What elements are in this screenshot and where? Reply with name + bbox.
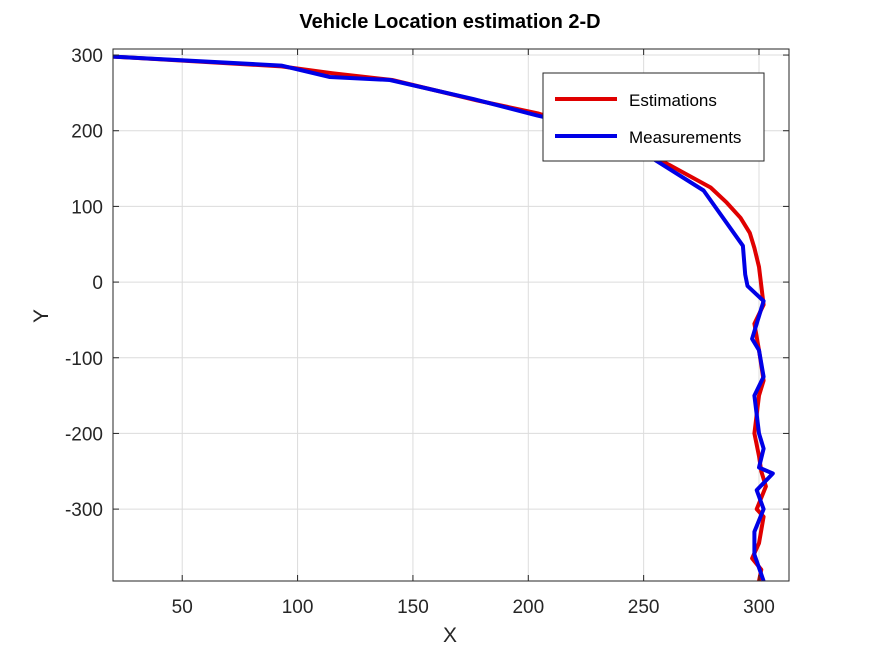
- y-tick-label: 0: [92, 273, 103, 294]
- y-tick-label: 200: [71, 122, 103, 143]
- y-tick-label: -300: [65, 500, 103, 521]
- y-tick-label: 100: [71, 197, 103, 218]
- x-tick-label: 250: [628, 597, 660, 618]
- legend-box: [542, 72, 765, 162]
- y-tick-label: 300: [71, 46, 103, 67]
- x-axis-label: X: [443, 624, 457, 647]
- axis-ticks: 50 100 150 200 250 300 300 200 100 0 -100 -200 -300: [65, 46, 789, 618]
- chart-title: Vehicle Location estimation 2-D: [299, 11, 600, 33]
- x-tick-label: 150: [397, 597, 429, 618]
- x-tick-label: 100: [282, 597, 314, 618]
- series-lines: [112, 54, 775, 582]
- y-axis-label: Y: [30, 309, 53, 323]
- legend-label-measurements: Measurements: [629, 128, 741, 147]
- y-tick-label: -200: [65, 424, 103, 445]
- legend[interactable]: Estimations Measurements: [542, 72, 765, 162]
- x-tick-label: 50: [172, 597, 193, 618]
- x-tick-label: 200: [512, 597, 544, 618]
- y-tick-label: -100: [65, 349, 103, 370]
- series-line-measurements: [112, 54, 775, 582]
- x-tick-label: 300: [743, 597, 775, 618]
- legend-label-estimations: Estimations: [629, 91, 717, 110]
- plot-area-frame: [112, 48, 790, 582]
